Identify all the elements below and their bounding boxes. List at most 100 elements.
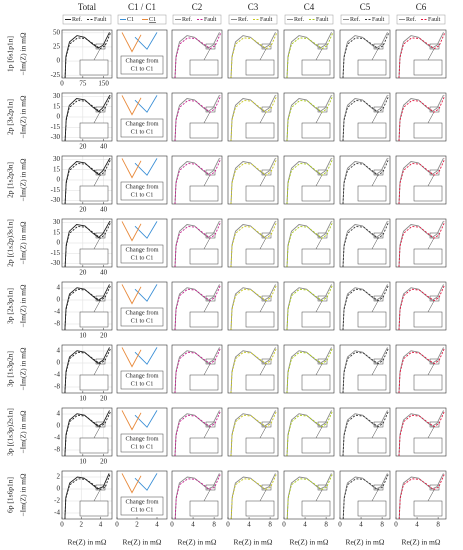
zoom-connector <box>315 237 323 250</box>
ref-curve <box>174 410 220 457</box>
inset-box <box>189 311 219 328</box>
zoom-connector <box>259 111 267 124</box>
zoom-connector <box>315 174 323 187</box>
zoom-connector <box>371 48 379 61</box>
panel-frame <box>171 281 223 331</box>
zoom-connector <box>203 300 211 313</box>
inset-box <box>245 122 275 139</box>
panel-frame <box>61 92 113 142</box>
column-title: C1 / C1 <box>128 2 156 12</box>
inset-box <box>301 500 331 517</box>
zoom-connector <box>93 363 101 376</box>
inset-box <box>413 59 443 76</box>
ref-curve <box>174 94 220 142</box>
row-label: 1p [6s1p1n] <box>6 36 15 72</box>
ref-curve <box>286 284 332 331</box>
panel-frame <box>395 344 447 394</box>
zoom-connector <box>315 489 323 502</box>
x-axis-label: Re(Z) in mΩ <box>123 538 162 547</box>
annotation: C1 to C1 <box>131 506 154 513</box>
y-tick-label: 4 <box>57 347 61 355</box>
legend-label: Ref. <box>72 16 83 23</box>
panel-frame <box>61 407 113 457</box>
zoom-connector <box>371 426 379 439</box>
y-tick-label: 0 <box>57 359 61 367</box>
x-tick-label: 8 <box>324 521 328 529</box>
x-tick-label: 0 <box>338 521 342 529</box>
inset-box <box>79 437 109 454</box>
y-tick-label: -15 <box>51 186 61 194</box>
legend-label: C1 <box>127 17 134 23</box>
fault-curve <box>342 32 390 79</box>
ref-curve <box>230 347 276 394</box>
inset-box <box>301 248 331 265</box>
fault-curve <box>174 158 222 205</box>
x-tick-label: 4 <box>191 521 195 529</box>
inset-box <box>245 311 275 328</box>
panel-frame <box>171 407 223 457</box>
zoom-connector <box>259 237 267 250</box>
x-tick-label: 20 <box>100 332 108 340</box>
panel-frame <box>116 218 168 268</box>
fault-curve <box>286 410 333 457</box>
zoom-connector <box>203 363 211 376</box>
fault-curve <box>398 32 446 79</box>
zoom-connector <box>427 174 435 187</box>
column-title: C5 <box>360 2 371 12</box>
fault-curve <box>398 158 446 205</box>
fault-curve <box>286 158 334 205</box>
x-tick-label: 40 <box>100 269 108 277</box>
fault-curve <box>174 95 222 142</box>
c1-curve <box>134 473 158 491</box>
y-tick-label: -30 <box>51 259 61 267</box>
inset-box <box>301 59 331 76</box>
zoom-connector <box>371 363 379 376</box>
legend-label: Ref. <box>182 16 193 23</box>
inset-box <box>301 374 331 391</box>
ref-curve <box>174 347 220 394</box>
x-tick-label: 2 <box>135 521 139 529</box>
x-tick-label: 4 <box>155 521 159 529</box>
zoom-connector <box>203 426 211 439</box>
legend-label: Ref. <box>238 16 249 23</box>
inset-box <box>245 185 275 202</box>
fault-curve <box>230 158 278 205</box>
fault-curve <box>286 32 334 79</box>
panel-frame <box>283 155 335 205</box>
y-axis-label: −Im(Z) in mΩ <box>19 284 28 328</box>
zoom-connector <box>93 237 101 250</box>
panel-frame <box>227 344 279 394</box>
ref-curve <box>230 473 276 520</box>
inset-box <box>245 437 275 454</box>
zoom-connector <box>259 426 267 439</box>
inset-box <box>79 185 109 202</box>
c1-curve <box>134 221 158 239</box>
y-tick-label: -15 <box>51 249 61 257</box>
inset-box <box>301 185 331 202</box>
x-tick-label: 8 <box>436 521 440 529</box>
panel-frame <box>61 470 113 520</box>
ref-curve <box>342 473 388 520</box>
panel-frame <box>61 344 113 394</box>
fault-curve <box>286 95 334 142</box>
zoom-connector <box>427 426 435 439</box>
panel-frame <box>116 344 168 394</box>
zoom-connector <box>259 300 267 313</box>
y-tick-label: -4 <box>54 371 60 379</box>
zoom-connector <box>371 489 379 502</box>
x-tick-label: 20 <box>100 458 108 466</box>
ref-curve <box>286 473 332 520</box>
y-axis-label: −Im(Z) in mΩ <box>19 347 28 391</box>
fault-curve <box>230 221 278 268</box>
annotation-box <box>120 181 164 201</box>
c1-new-curve <box>121 221 142 242</box>
inset-box <box>245 500 275 517</box>
ref-curve <box>64 347 110 394</box>
fault-curve <box>64 410 112 457</box>
c1-curve <box>134 32 158 50</box>
inset-box <box>357 122 387 139</box>
panel-frame <box>227 407 279 457</box>
panel-frame <box>395 29 447 79</box>
y-tick-label: 0 <box>57 239 61 247</box>
c1-new-curve <box>121 158 142 179</box>
